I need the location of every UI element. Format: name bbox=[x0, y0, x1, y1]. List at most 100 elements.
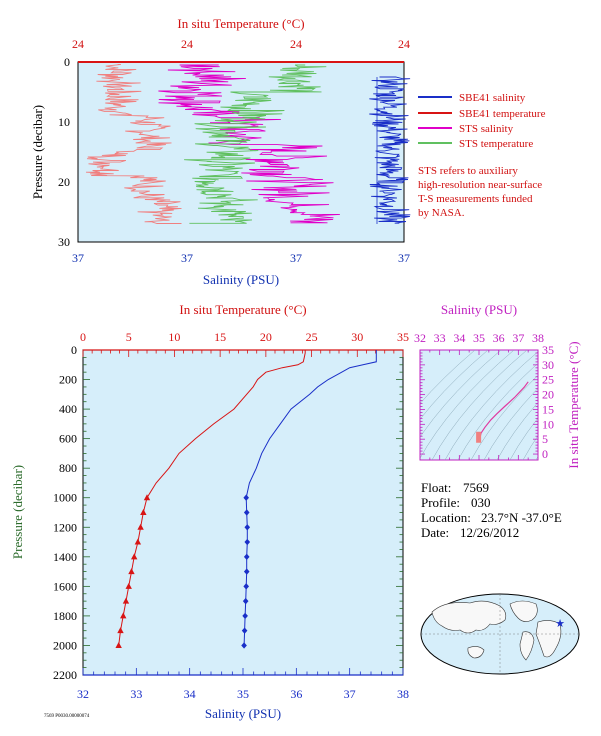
top-tick-label: 5 bbox=[126, 330, 132, 344]
temperature-marker bbox=[137, 523, 144, 530]
main-chart-plot-area bbox=[82, 349, 404, 676]
map-landmasses bbox=[431, 600, 562, 661]
ts-right-tick-label: 35 bbox=[542, 343, 554, 357]
temperature-marker bbox=[122, 597, 130, 604]
main-chart-series bbox=[115, 350, 377, 649]
note-line: STS refers to auxiliary bbox=[418, 165, 518, 177]
salinity-marker bbox=[244, 524, 251, 531]
world-map: ★ bbox=[420, 593, 580, 675]
note-line: by NASA. bbox=[418, 207, 465, 219]
main-chart: In situ Temperature (°C) Salinity (PSU) … bbox=[10, 302, 409, 721]
legend-label-sts-salinity: STS salinity bbox=[459, 123, 514, 135]
main-chart-top-axis-label: In situ Temperature (°C) bbox=[179, 302, 306, 317]
main-chart-tick-labels: 32 33 34 35 36 37 38 0 5 10 15 20 25 30 35 0 200 400 600 80… bbox=[53, 330, 409, 701]
main-chart-y-axis-label: Pressure (decibar) bbox=[10, 465, 25, 559]
top-chart-top-tick-label: 24 bbox=[72, 37, 84, 51]
ts-right-tick-label: 25 bbox=[542, 373, 554, 387]
ts-top-tick-label: 34 bbox=[453, 331, 465, 345]
sbe-temperature-trace bbox=[85, 63, 182, 224]
ts-chart-density-contours bbox=[420, 350, 538, 460]
info-date-value: 12/26/2012 bbox=[460, 525, 519, 540]
top-chart-bottom-tick-label: 37 bbox=[72, 251, 84, 265]
y-tick-label: 2200 bbox=[53, 668, 77, 682]
density-contour bbox=[420, 350, 489, 420]
bottom-tick-label: 34 bbox=[184, 687, 196, 701]
info-float-label: Float: bbox=[421, 480, 451, 495]
temperature-marker bbox=[131, 553, 138, 560]
top-chart-bottom-tick-label: 37 bbox=[181, 251, 193, 265]
temperature-marker bbox=[120, 612, 127, 619]
top-chart-traces bbox=[85, 63, 411, 224]
salinity-marker bbox=[242, 612, 248, 620]
top-chart-y-tick-label: 30 bbox=[58, 235, 70, 249]
landmass-australia bbox=[467, 646, 485, 659]
density-contour bbox=[431, 350, 528, 460]
bottom-tick-label: 32 bbox=[77, 687, 89, 701]
top-tick-label: 0 bbox=[80, 330, 86, 344]
info-date-label: Date: bbox=[421, 525, 449, 540]
top-chart: In situ Temperature (°C) 24 24 24 24 37 … bbox=[30, 16, 546, 287]
density-contour bbox=[420, 350, 476, 404]
ts-top-tick-label: 32 bbox=[414, 331, 426, 345]
top-tick-label: 30 bbox=[351, 330, 363, 344]
legend-label-sbe-salinity: SBE41 salinity bbox=[459, 92, 526, 104]
density-contour bbox=[444, 351, 538, 460]
salinity-marker bbox=[241, 627, 248, 634]
temperature-marker bbox=[128, 568, 135, 575]
ts-top-tick-label: 33 bbox=[434, 331, 446, 345]
top-tick-label: 15 bbox=[214, 330, 226, 344]
ts-right-tick-label: 20 bbox=[542, 388, 554, 402]
top-chart-top-tick-label: 24 bbox=[398, 37, 410, 51]
ts-chart-plot-area bbox=[419, 349, 539, 461]
ts-right-tick-label: 15 bbox=[542, 402, 554, 416]
density-contour bbox=[470, 374, 538, 460]
y-tick-label: 2000 bbox=[53, 638, 77, 652]
y-tick-label: 1200 bbox=[53, 520, 77, 534]
salinity-marker bbox=[242, 597, 249, 605]
float-location-marker: ★ bbox=[555, 618, 565, 630]
sts-temperature-trace bbox=[184, 64, 327, 224]
temperature-marker bbox=[134, 538, 142, 545]
main-chart-bottom-axis-label: Salinity (PSU) bbox=[205, 706, 281, 721]
note-line: high-resolution near-surface bbox=[418, 179, 542, 191]
landmass-asia-europe bbox=[431, 600, 507, 634]
ts-top-tick-label: 37 bbox=[512, 331, 524, 345]
top-chart-legend: SBE41 salinity SBE41 temperature STS sal… bbox=[418, 92, 546, 150]
top-tick-label: 10 bbox=[168, 330, 180, 344]
y-tick-label: 600 bbox=[59, 432, 77, 446]
salinity-marker bbox=[243, 583, 249, 590]
info-location-label: Location: bbox=[421, 510, 471, 525]
top-chart-top-tick-label: 24 bbox=[181, 37, 193, 51]
top-tick-label: 25 bbox=[306, 330, 318, 344]
footer-code: 7569 P0030.00000074 bbox=[44, 714, 90, 719]
top-chart-y-tick-label: 0 bbox=[64, 55, 70, 69]
temperature-marker bbox=[140, 509, 147, 515]
top-chart-plot-area bbox=[77, 61, 405, 243]
density-contour bbox=[522, 435, 538, 460]
salinity-marker bbox=[243, 494, 249, 501]
legend-label-sts-temperature: STS temperature bbox=[459, 138, 533, 150]
y-tick-label: 200 bbox=[59, 373, 77, 387]
landmass-north-america bbox=[509, 600, 538, 622]
top-chart-top-axis-label: In situ Temperature (°C) bbox=[177, 16, 304, 31]
info-profile-value: 030 bbox=[471, 495, 491, 510]
float-info: Float: 7569 Profile: 030 Location: 23.7°… bbox=[421, 480, 562, 540]
top-chart-y-tick-label: 10 bbox=[58, 115, 70, 129]
temperature-marker bbox=[125, 582, 132, 589]
top-tick-label: 35 bbox=[397, 330, 409, 344]
top-chart-note: STS refers to auxiliary high-resolution … bbox=[418, 165, 542, 219]
note-line: T-S measurements funded bbox=[418, 193, 533, 205]
main-chart-ticks bbox=[82, 349, 404, 676]
bottom-tick-label: 35 bbox=[237, 687, 249, 701]
info-location-value: 23.7°N -37.0°E bbox=[481, 510, 562, 525]
y-tick-label: 400 bbox=[59, 402, 77, 416]
top-chart-top-tick-label: 24 bbox=[290, 37, 302, 51]
top-chart-bottom-tick-label: 37 bbox=[398, 251, 410, 265]
salinity-marker bbox=[244, 538, 251, 546]
density-contour bbox=[457, 362, 538, 460]
landmass-africa bbox=[535, 620, 562, 658]
salinity-marker bbox=[243, 509, 250, 516]
ts-top-tick-label: 38 bbox=[532, 331, 544, 345]
ts-right-tick-label: 10 bbox=[542, 417, 554, 431]
